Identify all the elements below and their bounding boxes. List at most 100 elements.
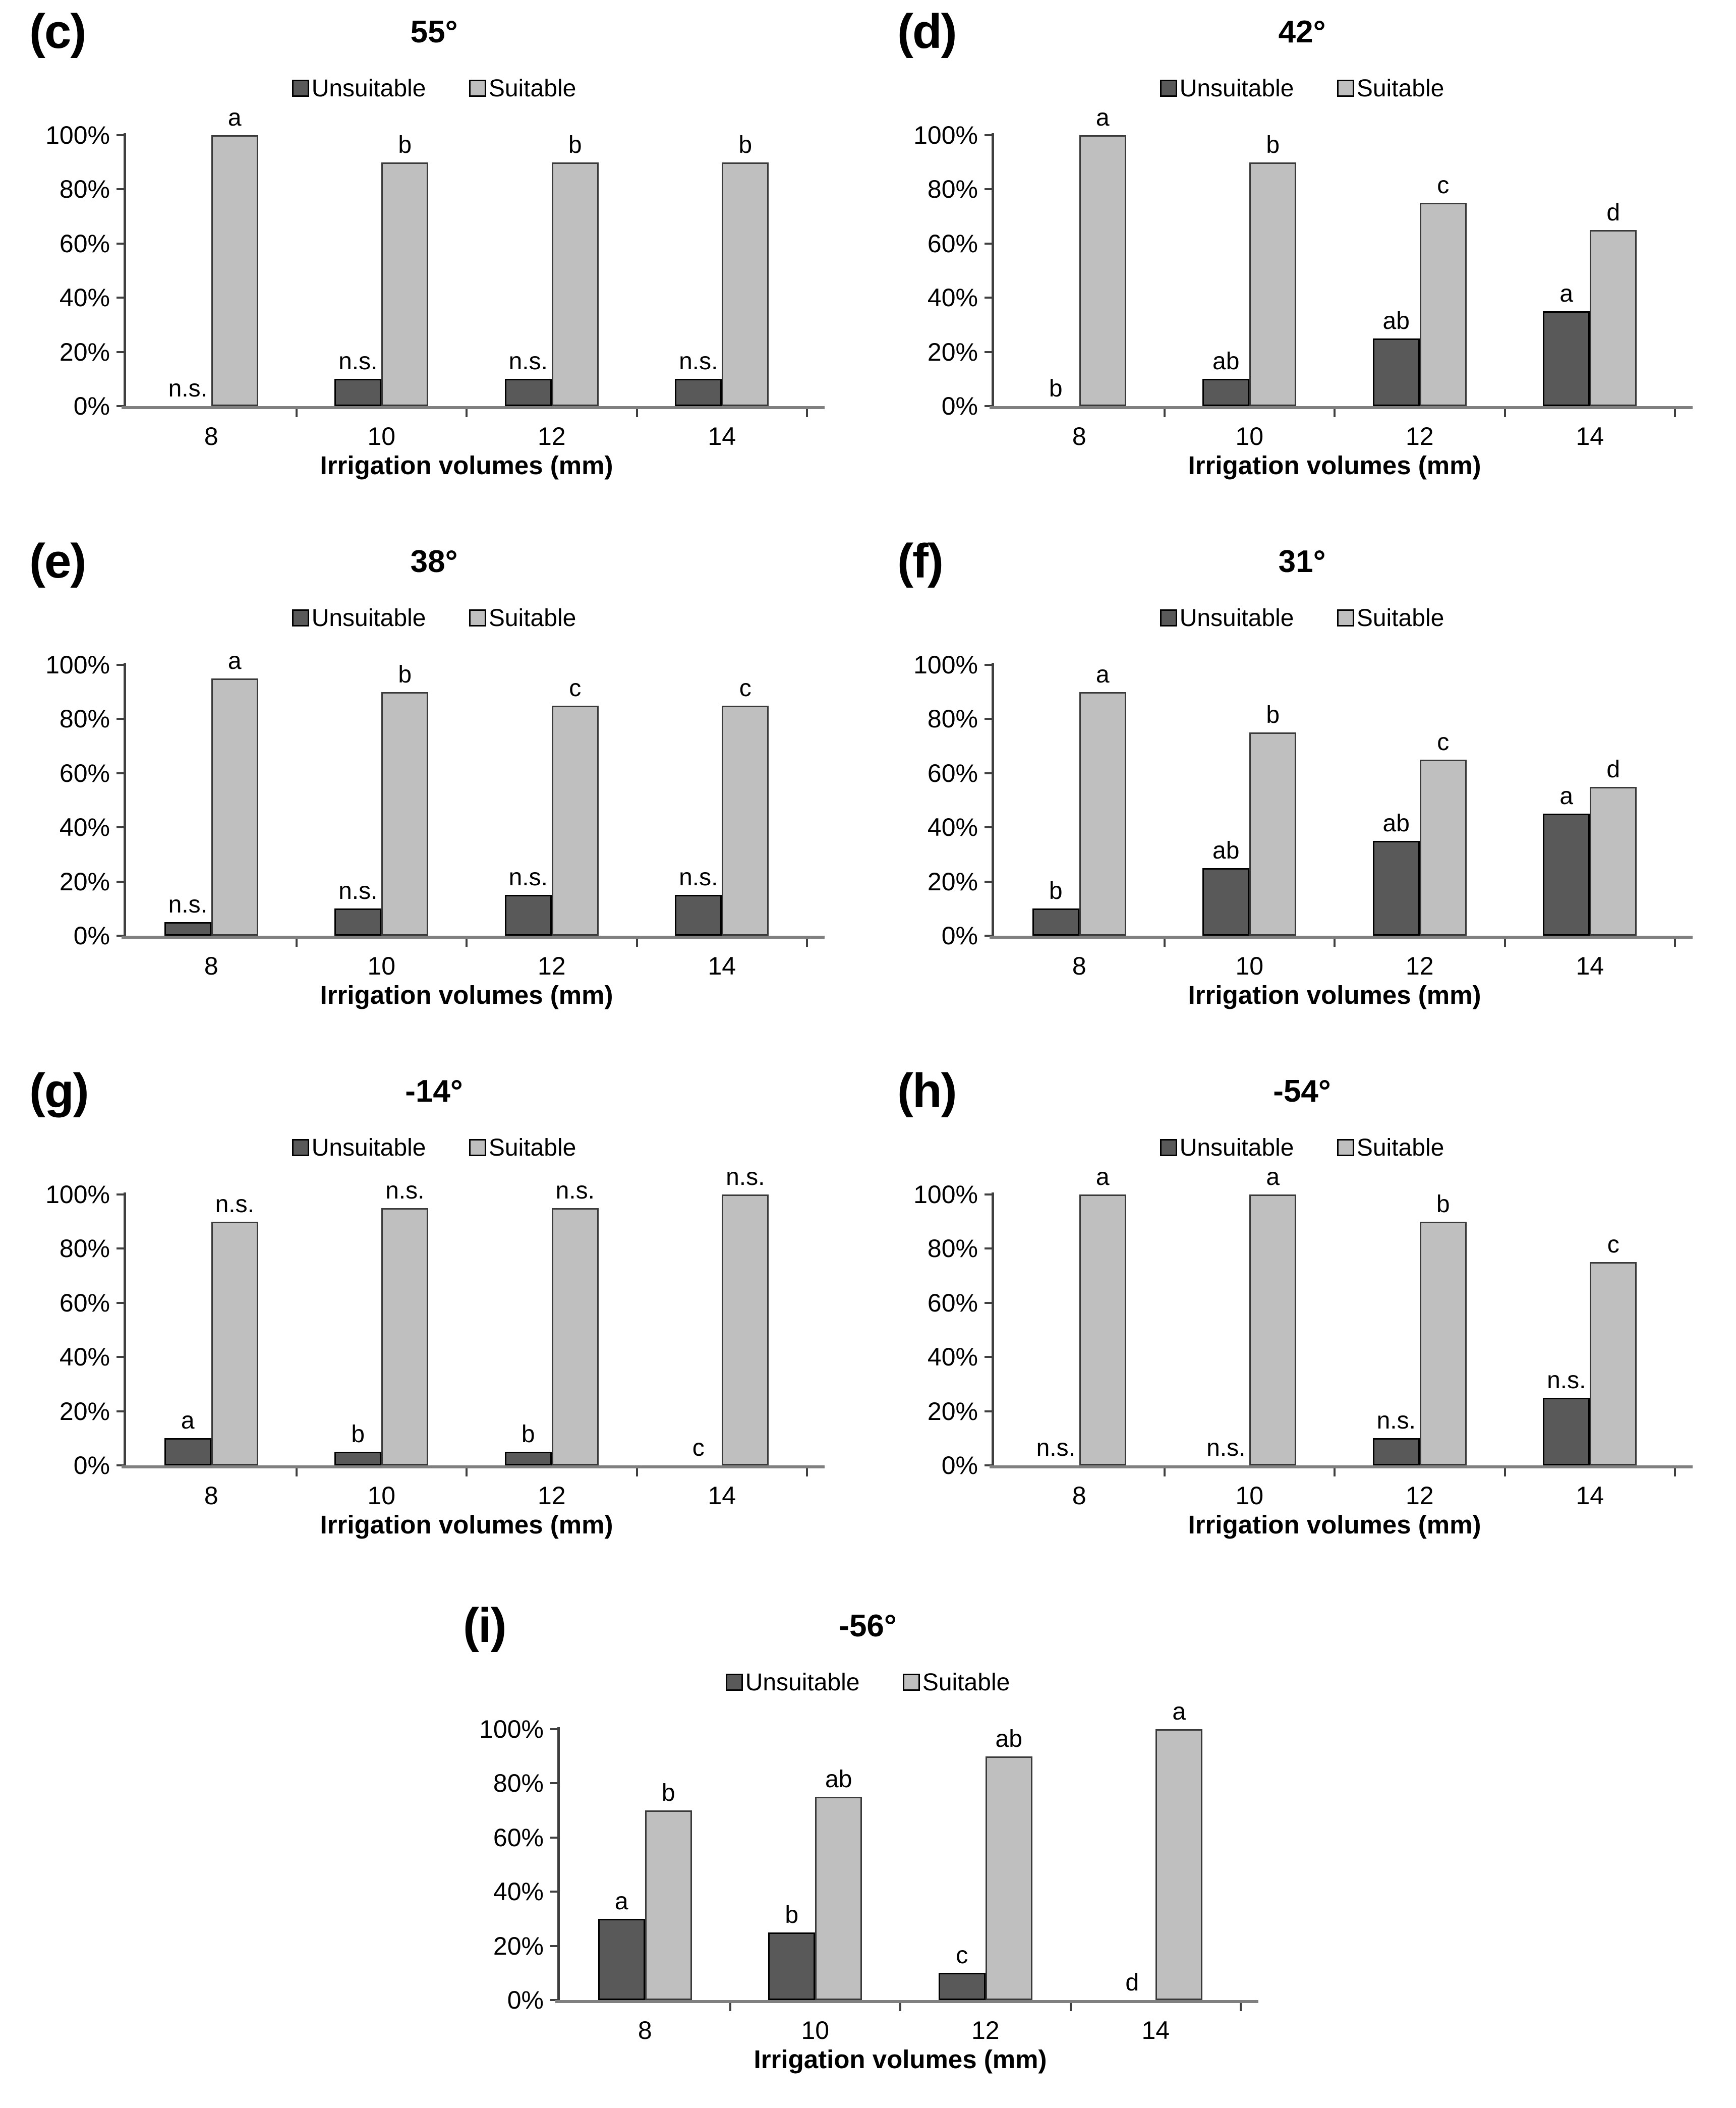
x-tick-label: 10 — [367, 1482, 396, 1510]
y-axis-tick — [550, 1782, 557, 1785]
significance-label: c — [692, 1435, 705, 1461]
y-axis-tick — [985, 1301, 992, 1304]
panel-letter: (e) — [29, 534, 86, 588]
bar-suitable — [722, 1194, 769, 1465]
panel-letter: (g) — [29, 1064, 89, 1118]
x-axis-tick — [635, 938, 638, 947]
legend-item-unsuitable: Unsuitable — [292, 75, 426, 102]
bar-unsuitable — [675, 379, 722, 406]
significance-label: ab — [995, 1725, 1022, 1752]
suitable-swatch-icon — [1337, 609, 1354, 626]
bar-unsuitable — [1372, 1438, 1420, 1465]
x-tick-label: 8 — [204, 952, 218, 980]
legend-label: Suitable — [1356, 75, 1444, 102]
y-tick-label: 100% — [913, 121, 978, 149]
x-tick-label: 12 — [1405, 422, 1434, 450]
significance-label: c — [739, 674, 751, 702]
y-axis-tick — [117, 1410, 124, 1412]
x-axis-tick — [1334, 1467, 1336, 1476]
bar-unsuitable — [334, 1452, 382, 1465]
legend-item-suitable: Suitable — [469, 75, 576, 102]
plot-area: 100% 80% 60% 40% 20% 0% 8 b a 10 ab b 12 ab c 14 a d — [913, 651, 1693, 980]
significance-label: b — [398, 661, 412, 688]
y-tick-label: 100% — [45, 121, 110, 149]
y-tick-label: 40% — [927, 1343, 978, 1372]
x-axis — [990, 936, 1693, 939]
x-tick-label: 12 — [971, 2016, 1000, 2044]
x-axis-tick — [1163, 408, 1166, 417]
plot-area: 100% 80% 60% 40% 20% 0% 8 b a 10 ab b 12 ab c 14 a d — [913, 105, 1693, 450]
suitable-swatch-icon — [1337, 1139, 1354, 1156]
significance-label: c — [956, 1942, 968, 1969]
y-tick-label: 0% — [73, 1451, 110, 1479]
y-axis-tick — [117, 880, 124, 883]
significance-label: n.s. — [1206, 1435, 1246, 1461]
legend-label: Unsuitable — [311, 75, 426, 102]
bar-unsuitable — [1543, 1397, 1590, 1465]
x-tick-label: 14 — [708, 1482, 736, 1510]
panel-h: (h) -54° Unsuitable Suitable 100% 80% 60% 4… — [868, 1059, 1736, 1564]
x-axis-tick — [466, 938, 468, 947]
significance-label: b — [1049, 878, 1063, 905]
y-tick-label: 0% — [507, 1986, 544, 2014]
bar-suitable — [722, 705, 769, 936]
plot-area: 100% 80% 60% 40% 20% 0% 8 a b 10 b ab 12 c ab 14 d a — [479, 1699, 1258, 2044]
legend-label: Suitable — [488, 75, 576, 102]
y-tick-label: 100% — [913, 1180, 978, 1209]
y-axis-tick — [985, 188, 992, 191]
significance-label: n.s. — [679, 348, 718, 375]
panel-letter: (h) — [897, 1064, 957, 1118]
bar-suitable — [645, 1810, 692, 2000]
significance-label: n.s. — [679, 864, 718, 891]
y-axis-tick — [550, 1891, 557, 1893]
chart-title: 31° — [1278, 544, 1326, 579]
x-axis-tick — [1334, 938, 1336, 947]
x-tick-label: 8 — [1072, 422, 1086, 450]
x-axis-tick — [1674, 408, 1676, 417]
legend-label: Suitable — [1356, 605, 1444, 632]
legend-item-unsuitable: Unsuitable — [292, 1134, 426, 1162]
legend-item-suitable: Suitable — [1337, 1134, 1444, 1162]
unsuitable-swatch-icon — [292, 609, 309, 626]
legend-item-unsuitable: Unsuitable — [1160, 604, 1294, 632]
panel-d: (d) 42° Unsuitable Suitable 100% 80% 60% 40… — [868, 0, 1736, 504]
significance-label: d — [1606, 756, 1621, 783]
suitable-swatch-icon — [469, 1139, 486, 1156]
panel-i: (i) -56° Unsuitable Suitable 100% 80% 60% 4… — [434, 1594, 1302, 2098]
bar-suitable — [985, 1756, 1032, 2000]
bar-unsuitable — [504, 895, 552, 936]
significance-label: b — [738, 131, 753, 158]
y-tick-label: 80% — [59, 1234, 110, 1263]
bar-unsuitable — [1032, 908, 1079, 936]
y-axis-tick — [985, 297, 992, 299]
significance-label: n.s. — [1376, 1407, 1416, 1435]
y-tick-label: 0% — [73, 392, 110, 420]
y-tick-label: 100% — [45, 651, 110, 679]
significance-label: ab — [1212, 837, 1240, 864]
suitable-swatch-icon — [902, 1674, 920, 1691]
bar-suitable — [1590, 230, 1637, 406]
chart-title: -54° — [1273, 1074, 1331, 1109]
y-axis-tick — [985, 242, 992, 245]
legend: Unsuitable Suitable — [0, 604, 868, 632]
legend-item-unsuitable: Unsuitable — [1160, 75, 1294, 102]
bar-suitable — [551, 705, 599, 936]
significance-label: n.s. — [726, 1164, 765, 1190]
panel-letter: (c) — [29, 5, 86, 59]
significance-label: ab — [1382, 307, 1410, 334]
significance-label: b — [785, 1901, 799, 1928]
y-tick-label: 20% — [59, 1397, 110, 1426]
bar-suitable — [1419, 759, 1467, 936]
unsuitable-swatch-icon — [1160, 609, 1177, 626]
x-tick-label: 14 — [1576, 952, 1604, 980]
significance-label: a — [1266, 1164, 1280, 1190]
bar-unsuitable — [675, 895, 722, 936]
x-axis-tick — [1163, 1467, 1166, 1476]
y-tick-label: 80% — [927, 1234, 978, 1263]
y-axis-tick — [117, 188, 124, 191]
significance-label: a — [1172, 1698, 1186, 1725]
chart-title: 42° — [1278, 15, 1326, 49]
suitable-swatch-icon — [469, 80, 486, 97]
y-tick-label: 20% — [927, 1397, 978, 1426]
legend-item-suitable: Suitable — [469, 1134, 576, 1162]
